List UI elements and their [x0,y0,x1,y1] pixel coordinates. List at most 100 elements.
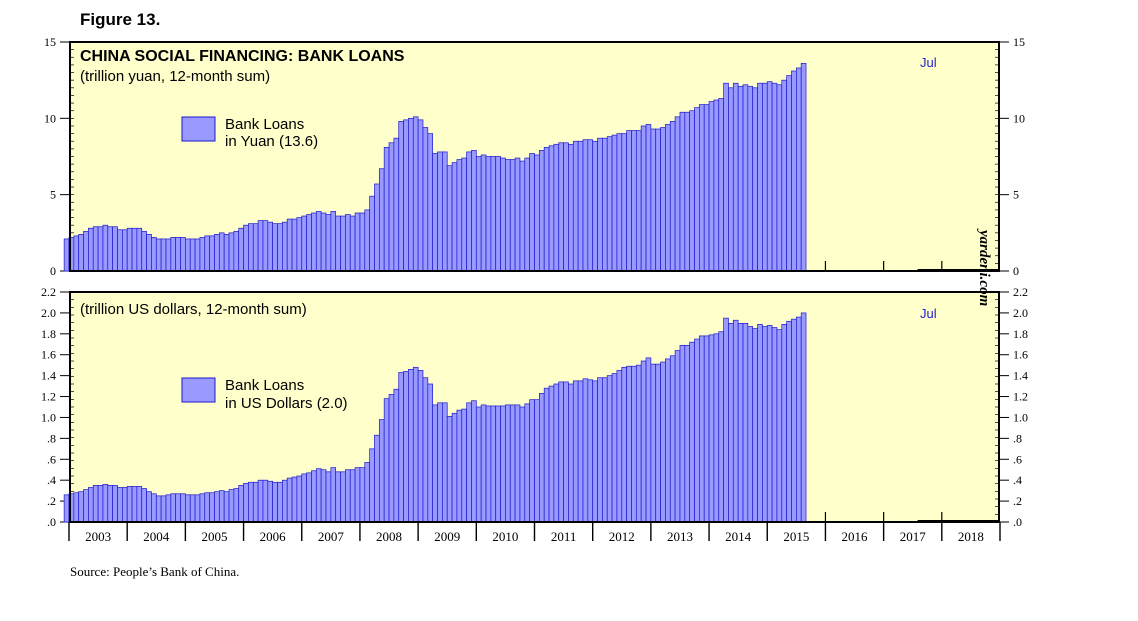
y-tick-label-left: 10 [44,111,56,125]
x-tick-label: 2014 [725,529,752,544]
bar [364,462,370,523]
bar [306,214,312,272]
bar [185,238,191,272]
bar [752,87,758,272]
bar [519,406,526,523]
bar [737,323,744,523]
bar [611,134,618,272]
bar [315,468,322,523]
bar [194,238,201,272]
bar [228,489,235,523]
bar [534,399,540,523]
bar [272,481,278,523]
bar [117,487,123,523]
bar [689,341,695,523]
panel-top-legend-line2: in Yuan (13.6) [225,133,318,150]
bar [713,333,720,523]
bar [291,476,298,523]
y-tick-label-left: .6 [47,452,56,466]
bar [471,150,477,272]
bar [660,361,666,523]
bar [432,404,438,523]
bar [131,486,138,523]
bar [412,366,419,523]
bar [577,140,584,272]
bar [349,215,356,272]
bar [781,324,787,523]
bar [320,212,327,272]
x-tick-label: 2007 [318,529,345,544]
bar [199,237,206,272]
bar [218,490,225,523]
bar [383,146,390,272]
bar [335,215,341,272]
x-tick-label: 2012 [609,529,635,544]
bar [233,488,240,523]
bar [73,492,80,523]
bar [136,486,143,523]
bar [437,151,443,272]
bar [747,326,754,523]
x-tick-label: 2005 [201,529,227,544]
panel-top-legend-swatch [181,116,216,142]
bar [311,212,317,272]
panel-top-legend-line1: Bank Loans [225,116,304,133]
bar [451,162,458,272]
bar [650,128,657,272]
bar [606,375,613,523]
bar [490,156,497,272]
bar [635,364,642,523]
panel-bottom-bars [63,312,807,523]
source-note: Source: People’s Bank of China. [70,564,240,579]
bar [635,130,642,272]
bar [63,238,70,272]
bar [218,232,225,272]
x-axis: 2003 2004 2005 2006 2007 2008 2009 2010 2011 2012… [68,522,1001,544]
bar [136,227,143,272]
bar [563,381,569,523]
bar [480,404,487,523]
bar [766,81,773,272]
bar [505,404,511,523]
bar [175,237,181,272]
bar [466,402,472,523]
bar [543,387,550,523]
bar [320,469,327,523]
bar [665,124,671,272]
bar [112,226,118,272]
bar [548,145,555,272]
bar [640,360,647,523]
bar [800,63,807,272]
bar [699,104,705,272]
bar [369,448,375,523]
x-tick-label: 2013 [667,529,693,544]
bar [626,130,632,272]
bar [553,383,560,523]
figure-label: Figure 13. [80,10,161,29]
bar [495,156,501,272]
y-tick-label-left: 1.6 [41,348,56,362]
bar [151,493,157,523]
bar [674,116,681,272]
y-tick-label-right: 0 [1013,264,1019,278]
y-tick-label-right: .0 [1013,515,1022,529]
y-tick-label-left: 1.2 [41,390,56,404]
bar [286,218,293,272]
bar [296,217,303,272]
bar [282,479,288,523]
bar [446,416,453,523]
y-tick-label-left: 15 [44,35,56,49]
bar [442,151,448,272]
bar [771,327,778,523]
bar [728,87,734,272]
bar [296,475,303,523]
bar [393,388,400,523]
x-tick-label: 2018 [958,529,984,544]
bar [238,227,244,272]
bar [757,324,763,523]
bar [257,220,264,272]
bar [597,377,603,523]
y-tick-label-right: 2.0 [1013,306,1028,320]
bar [170,237,177,272]
bar [766,325,773,523]
